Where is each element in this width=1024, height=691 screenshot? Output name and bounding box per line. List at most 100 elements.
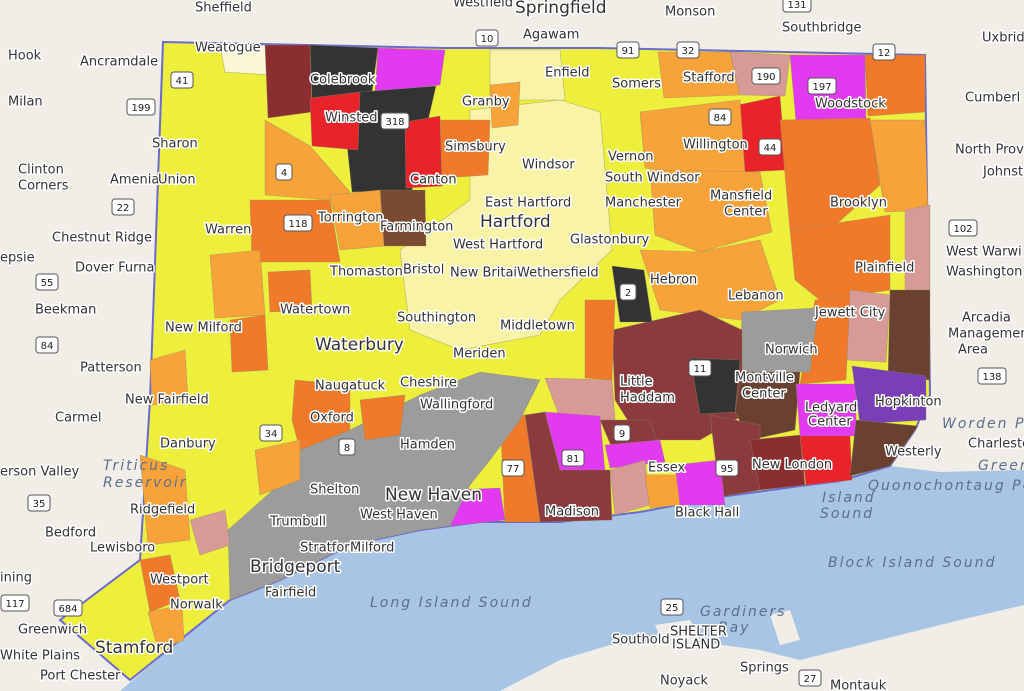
place-label: New Britain [450, 266, 525, 281]
place-label: Quonochontaug Pond [868, 478, 1024, 494]
route-shield [338, 438, 356, 456]
purple-town [851, 365, 927, 425]
place-label: Bay [718, 620, 750, 636]
gray-town [739, 307, 819, 373]
place-label: Long Island Sound [370, 595, 533, 611]
brown-town [887, 289, 931, 381]
place-label: Vernon [608, 150, 653, 165]
place-label: West Hartford [453, 238, 543, 253]
route-shield [561, 449, 585, 467]
place-label: Triticus [103, 458, 169, 474]
route-number: 41 [176, 76, 189, 87]
route-number: 32 [682, 46, 695, 57]
place-label: Uxbridge [982, 31, 1024, 46]
place-label: Noyack [660, 674, 708, 689]
route-shield [259, 424, 283, 442]
red-town [404, 115, 443, 189]
place-label: Manchester [605, 196, 682, 211]
route-number: 55 [41, 278, 54, 289]
place-label: Southbridge [782, 21, 862, 36]
orange-town [139, 454, 191, 546]
route-shield [977, 367, 1007, 385]
place-label: Colebrook [310, 73, 376, 88]
pink-town [609, 459, 651, 516]
route-number: 318 [385, 117, 404, 128]
route-number: 91 [622, 46, 635, 57]
place-label: Windsor [522, 158, 575, 173]
place-label: Clinton [18, 163, 64, 178]
place-label: Johnsto [982, 165, 1024, 180]
route-number: 117 [5, 599, 24, 610]
pink-town [189, 509, 231, 556]
place-label: New Milford [165, 321, 242, 336]
place-label: Farmington [380, 220, 453, 235]
orange-town [291, 379, 351, 451]
place-label: Danbury [160, 437, 216, 452]
brown-town [849, 419, 919, 477]
place-label: ining [0, 571, 32, 586]
orange-town [254, 439, 301, 496]
route-shield [782, 0, 812, 13]
place-label: Hebron [650, 273, 697, 288]
place-label: Patterson [80, 361, 142, 376]
dark-red-town [749, 434, 806, 491]
place-label: Trumbull [269, 515, 326, 530]
place-label: Madison [545, 505, 599, 520]
route-number: 197 [812, 82, 831, 93]
route-shield [111, 198, 135, 216]
route-shield [283, 214, 313, 232]
place-label: Wethersfield [517, 266, 599, 281]
place-label: ISLAND [672, 638, 720, 653]
place-label: Lewisboro [90, 541, 155, 556]
route-shield [758, 138, 782, 156]
route-shield [380, 112, 410, 130]
route-number: 77 [507, 464, 520, 475]
dark-red-town [264, 44, 313, 119]
place-label: Stafford [683, 71, 735, 86]
place-label: East Hartford [485, 196, 571, 211]
red-town [737, 95, 787, 173]
place-label: North Prov [955, 143, 1024, 158]
place-label: Brooklyn [830, 196, 887, 211]
place-label: Norwalk [170, 598, 223, 613]
route-shield [619, 283, 637, 301]
place-label: Fairfield [265, 586, 316, 601]
place-label: Southold [612, 633, 670, 648]
place-label: Island [822, 490, 876, 506]
place-label: Cheshire [400, 376, 457, 391]
route-number: 4 [281, 168, 287, 179]
place-label: Dover Furna [75, 261, 154, 276]
place-label: Little [620, 375, 653, 390]
place-label: Winsted [325, 111, 378, 126]
route-number: 81 [567, 454, 580, 465]
place-label: Woodstock [815, 97, 886, 112]
place-label: Glastonbury [570, 233, 650, 248]
place-label: Cumberl [965, 91, 1020, 106]
route-shield [948, 219, 978, 237]
place-label: Block Island Sound [828, 555, 997, 571]
place-label: Bristol [403, 263, 444, 278]
route-shield [27, 494, 51, 512]
place-label: Springs [740, 661, 789, 676]
orange-town [359, 394, 406, 441]
gardiners-island [770, 610, 800, 645]
route-shield [660, 598, 684, 616]
route-number: 138 [982, 372, 1001, 383]
orange-town [329, 189, 385, 251]
place-label: Meriden [453, 347, 506, 362]
brown-town [379, 189, 427, 247]
place-label: Management [948, 327, 1024, 342]
route-number: 199 [131, 103, 150, 114]
orange-town [644, 474, 681, 509]
place-label: Milan [8, 95, 43, 110]
orange-town [267, 269, 313, 313]
place-label: Carmel [55, 411, 101, 426]
place-label: Somers [612, 77, 661, 92]
route-shield [872, 43, 896, 61]
place-label: White Plains [0, 649, 80, 664]
shelter-island [655, 620, 700, 648]
route-number: 25 [666, 603, 679, 614]
orange-town [779, 117, 881, 231]
place-label: Watertown [280, 303, 350, 318]
